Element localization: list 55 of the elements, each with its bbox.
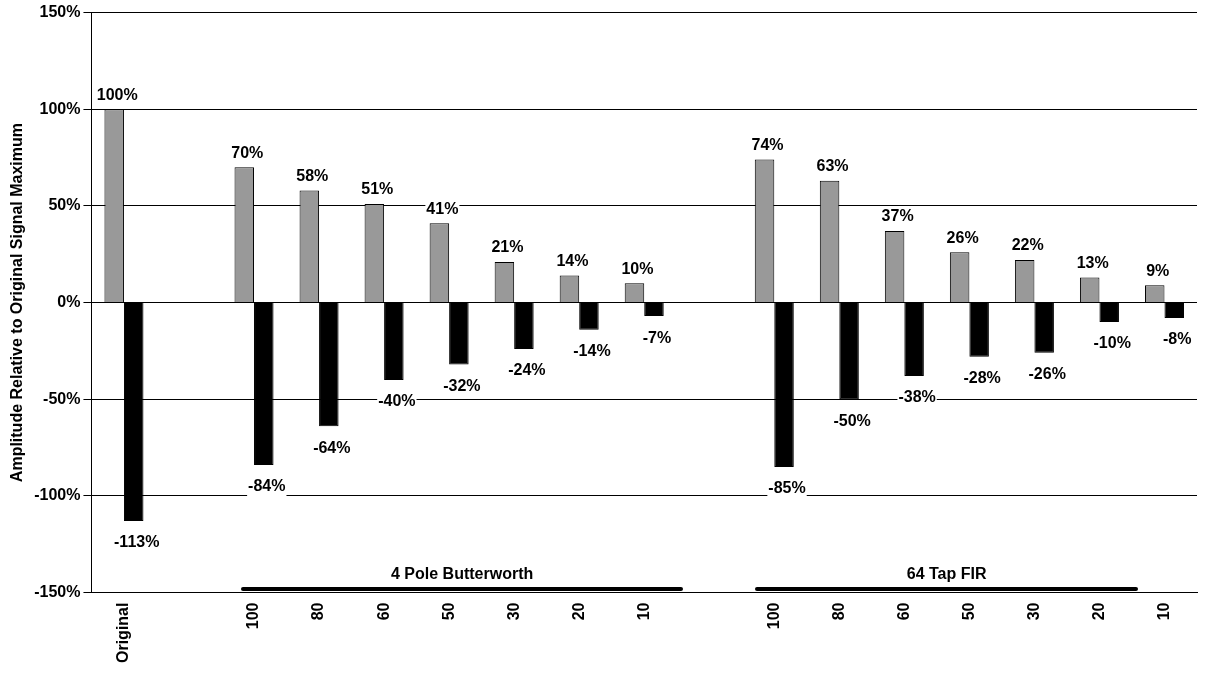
data-label: -38%: [898, 388, 936, 406]
data-label: 100%: [96, 85, 138, 103]
y-tick-label: 0%: [57, 292, 81, 310]
x-tick-label: 10: [1154, 602, 1172, 621]
data-label: -50%: [833, 411, 871, 429]
data-label: -113%: [114, 533, 160, 551]
data-label: 74%: [751, 135, 784, 153]
x-tick-label: 100: [764, 602, 782, 630]
x-tick-label: 60: [374, 602, 392, 621]
data-label: 10%: [621, 259, 654, 277]
data-label: 22%: [1011, 236, 1044, 254]
data-label: 21%: [491, 238, 524, 256]
annotation: 4 Pole Butterworth: [391, 564, 534, 582]
x-tick-label: 30: [504, 602, 522, 621]
data-label: -84%: [248, 477, 286, 495]
x-tick-label: 80: [309, 602, 327, 621]
y-tick-label: -50%: [43, 389, 81, 407]
data-label: -7%: [642, 328, 672, 346]
x-tick-label: 50: [439, 602, 457, 621]
y-tick-label: 50%: [48, 196, 81, 214]
data-label: -40%: [378, 392, 416, 410]
x-tick-label: 60: [894, 602, 912, 621]
annotation: 64 Tap FIR: [906, 564, 987, 582]
x-tick-label: Original: [114, 602, 132, 663]
data-label: -8%: [1163, 330, 1192, 348]
data-label: -85%: [768, 479, 806, 497]
data-label: 63%: [816, 157, 849, 175]
x-tick-label: 100: [244, 602, 262, 630]
data-label: -28%: [963, 369, 1001, 387]
x-tick-label: 80: [829, 602, 847, 621]
x-tick-label: 20: [1089, 602, 1107, 621]
x-tick-label: 50: [959, 602, 977, 621]
data-label: 37%: [881, 207, 914, 225]
data-label: -64%: [313, 438, 351, 456]
y-tick-label: -100%: [34, 486, 81, 504]
y-tick-label: 150%: [39, 3, 81, 21]
data-label: 41%: [426, 199, 459, 217]
data-label: 51%: [361, 180, 394, 198]
data-label: 70%: [231, 143, 264, 161]
data-label: -24%: [508, 361, 546, 379]
data-label: -26%: [1028, 365, 1066, 383]
data-label: 26%: [946, 228, 979, 246]
x-tick-label: 20: [569, 602, 587, 621]
y-axis-title: Amplitude Relative to Original Signal Maximum: [8, 122, 26, 483]
x-tick-label: 30: [1024, 602, 1042, 621]
y-tick-label: -150%: [34, 582, 81, 600]
data-label: -10%: [1093, 334, 1131, 352]
y-tick-label: 100%: [39, 99, 81, 117]
data-label: 14%: [556, 251, 589, 269]
data-label: -14%: [573, 342, 611, 360]
data-label: -32%: [443, 376, 481, 394]
data-label: 9%: [1146, 261, 1170, 279]
x-tick-label: 10: [634, 602, 652, 621]
data-label: 58%: [296, 166, 329, 184]
data-label: 13%: [1076, 253, 1109, 271]
